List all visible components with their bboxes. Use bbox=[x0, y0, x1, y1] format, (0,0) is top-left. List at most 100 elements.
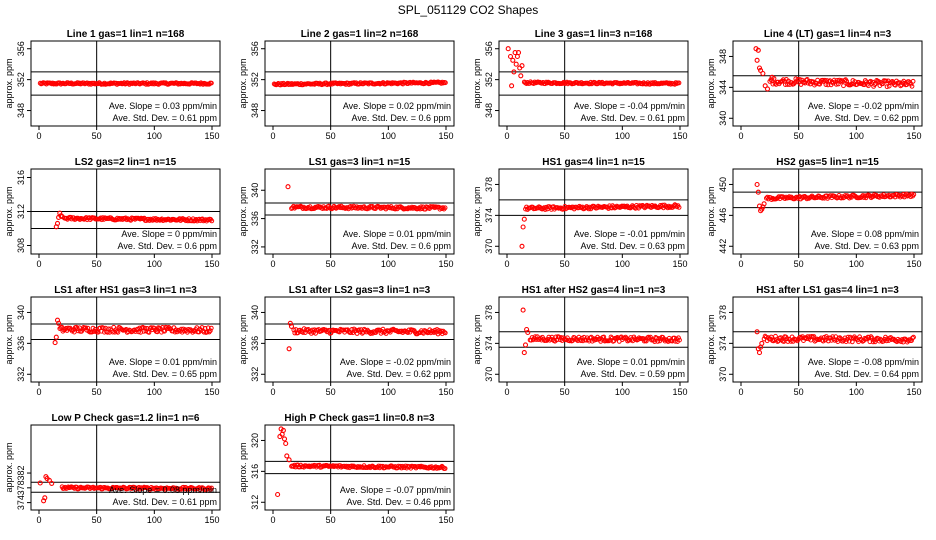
y-axis-label: approx. ppm bbox=[472, 186, 482, 236]
data-point bbox=[676, 80, 682, 86]
panel-4: Line 4 (LT) gas=1 lin=4 n=3 0 50 100 150 340 3… bbox=[706, 29, 923, 141]
data-point bbox=[825, 336, 830, 341]
x-tick-label: 50 bbox=[326, 259, 336, 269]
x-tick-label: 150 bbox=[438, 131, 453, 141]
data-point bbox=[676, 205, 682, 210]
data-point bbox=[208, 325, 214, 331]
stddev-annotation: Ave. Std. Dev. = 0.61 ppm bbox=[113, 497, 217, 507]
points bbox=[52, 317, 214, 346]
x-tick-label: 150 bbox=[438, 259, 453, 269]
slope-annotation: Ave. Slope = -0.07 ppm/min bbox=[340, 485, 451, 495]
y-axis-label: approx. ppm bbox=[4, 314, 14, 364]
data-point bbox=[676, 335, 681, 341]
data-point bbox=[507, 53, 514, 60]
data-point bbox=[627, 337, 633, 343]
data-point bbox=[754, 329, 760, 335]
y-axis-label: approx. ppm bbox=[238, 314, 248, 364]
data-point bbox=[788, 339, 794, 344]
x-tick-label: 0 bbox=[504, 387, 509, 397]
data-point bbox=[52, 340, 58, 346]
y-tick-label: 450 bbox=[718, 177, 728, 192]
data-point bbox=[209, 485, 214, 491]
data-point bbox=[756, 350, 763, 356]
points bbox=[519, 202, 682, 249]
data-point bbox=[509, 83, 515, 89]
panel-title: LS1 gas=3 lin=1 n=15 bbox=[309, 157, 411, 168]
data-point bbox=[677, 337, 682, 343]
x-tick-label: 150 bbox=[204, 387, 219, 397]
panel-14: High P Check gas=1 lin=0.8 n=3 0 50 100 150 3… bbox=[238, 413, 455, 525]
y-tick-label: 374 bbox=[718, 336, 728, 351]
data-point bbox=[510, 57, 516, 63]
y-axis-label: approx. ppm bbox=[472, 314, 482, 364]
y-tick-label: 340 bbox=[250, 183, 260, 198]
y-tick-label: 340 bbox=[16, 305, 26, 320]
x-tick-label: 0 bbox=[36, 259, 41, 269]
y-axis-label: approx. ppm bbox=[4, 186, 14, 236]
x-tick-label: 150 bbox=[204, 515, 219, 525]
y-tick-label: 370 bbox=[484, 239, 494, 254]
slope-annotation: Ave. Slope = -0.08 ppm/min bbox=[808, 357, 919, 367]
data-point bbox=[823, 82, 829, 87]
x-tick-label: 0 bbox=[738, 259, 743, 269]
data-point bbox=[911, 192, 917, 198]
slope-annotation: Ave. Slope = 0.02 ppm/min bbox=[343, 101, 451, 111]
y-tick-label: 374 bbox=[484, 208, 494, 223]
stddev-annotation: Ave. Std. Dev. = 0.46 ppm bbox=[347, 497, 451, 507]
y-tick-label: 340 bbox=[250, 305, 260, 320]
y-tick-label: 370 bbox=[484, 367, 494, 382]
y-tick-label: 348 bbox=[250, 103, 260, 118]
data-point bbox=[578, 338, 584, 344]
slope-annotation: Ave. Slope = 0.01 ppm/min bbox=[577, 357, 685, 367]
data-point bbox=[518, 73, 524, 79]
data-point bbox=[756, 65, 763, 71]
x-tick-label: 100 bbox=[381, 515, 396, 525]
y-tick-label: 374 bbox=[484, 336, 494, 351]
panel-11: HS1 after HS2 gas=4 lin=1 n=3 0 50 100 150 37… bbox=[472, 285, 689, 397]
slope-annotation: Ave. Slope = 0.08 ppm/min bbox=[109, 485, 217, 495]
points bbox=[271, 79, 448, 88]
x-tick-label: 50 bbox=[92, 515, 102, 525]
y-axis-label: approx. ppm bbox=[472, 58, 482, 108]
data-point bbox=[622, 335, 627, 341]
data-point bbox=[286, 346, 292, 352]
data-point bbox=[102, 329, 107, 335]
y-axis-label: approx. ppm bbox=[4, 58, 14, 108]
data-point bbox=[525, 329, 531, 336]
data-point bbox=[280, 427, 286, 433]
x-tick-label: 50 bbox=[326, 387, 336, 397]
x-tick-label: 50 bbox=[794, 131, 804, 141]
x-tick-label: 100 bbox=[849, 131, 864, 141]
x-tick-label: 150 bbox=[672, 131, 687, 141]
y-tick-label: 374 bbox=[16, 495, 26, 510]
data-point bbox=[334, 463, 340, 469]
y-tick-label: 356 bbox=[250, 41, 260, 56]
x-tick-label: 50 bbox=[794, 259, 804, 269]
panel-2: Line 2 gas=1 lin=2 n=168 0 50 100 150 348 352 3… bbox=[238, 29, 455, 141]
data-point bbox=[646, 334, 651, 340]
y-tick-label: 378 bbox=[718, 305, 728, 320]
x-tick-label: 50 bbox=[794, 387, 804, 397]
data-point bbox=[59, 214, 65, 220]
panel-title: LS2 gas=2 lin=1 n=15 bbox=[75, 157, 177, 168]
data-point bbox=[520, 307, 526, 313]
y-tick-label: 336 bbox=[16, 336, 26, 351]
data-point bbox=[367, 330, 372, 335]
data-point bbox=[284, 453, 290, 459]
y-tick-label: 348 bbox=[718, 49, 728, 64]
x-tick-label: 0 bbox=[270, 515, 275, 525]
data-point bbox=[439, 206, 445, 212]
panel-title: HS1 after HS2 gas=4 lin=1 n=3 bbox=[522, 285, 666, 296]
data-point bbox=[140, 485, 146, 491]
stddev-annotation: Ave. Std. Dev. = 0.6 ppm bbox=[352, 241, 451, 251]
points bbox=[285, 184, 448, 212]
stddev-annotation: Ave. Std. Dev. = 0.63 ppm bbox=[581, 241, 685, 251]
panel-title: Line 4 (LT) gas=1 lin=4 n=3 bbox=[764, 29, 892, 40]
data-point bbox=[209, 218, 215, 224]
y-tick-label: 352 bbox=[16, 72, 26, 87]
x-tick-label: 50 bbox=[92, 259, 102, 269]
stddev-annotation: Ave. Std. Dev. = 0.59 ppm bbox=[581, 369, 685, 379]
x-tick-label: 0 bbox=[504, 131, 509, 141]
data-point bbox=[905, 338, 911, 344]
data-point bbox=[764, 86, 771, 92]
